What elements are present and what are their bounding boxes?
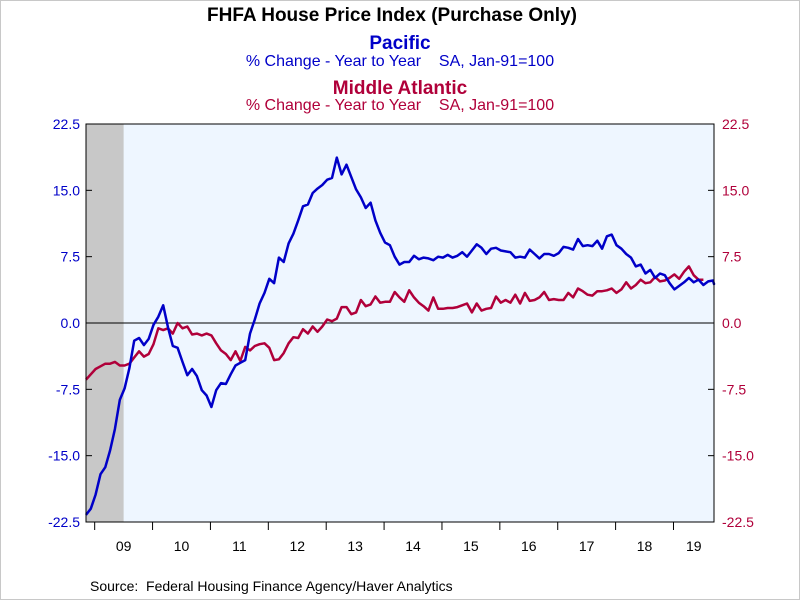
left-tick-label: -22.5 (48, 514, 80, 530)
series-2-name: Middle Atlantic (333, 78, 468, 99)
series-line-1 (85, 156, 716, 516)
x-tick-label: 12 (289, 538, 305, 554)
right-tick-label: 7.5 (722, 249, 742, 265)
left-tick-label: 0.0 (61, 315, 81, 331)
left-axis: 22.5 15.0 7.5 0.0 -7.5 -15.0 -22.5 (48, 116, 92, 530)
series-lines (85, 156, 716, 516)
right-tick-label: 0.0 (722, 315, 742, 331)
x-tick-label: 13 (347, 538, 363, 554)
left-tick-label: 22.5 (53, 116, 80, 132)
right-axis: 22.5 15.0 7.5 0.0 -7.5 -15.0 -22.5 (708, 116, 754, 530)
right-tick-label: -7.5 (722, 381, 746, 397)
left-tick-label: -7.5 (56, 381, 80, 397)
x-tick-label: 14 (405, 538, 421, 554)
source-note: Source: Federal Housing Finance Agency/H… (90, 578, 453, 594)
series-line-2 (85, 265, 704, 381)
x-tick-label: 15 (463, 538, 479, 554)
right-tick-label: 15.0 (722, 182, 749, 198)
series-2-subtitle: % Change - Year to Year SA, Jan-91=100 (246, 97, 554, 114)
x-tick-label: 10 (174, 538, 190, 554)
x-tick-label: 16 (521, 538, 537, 554)
left-tick-label: -15.0 (48, 448, 80, 464)
x-tick-label: 19 (686, 538, 702, 554)
x-tick-label: 09 (116, 538, 132, 554)
x-tick-label: 11 (232, 538, 247, 554)
x-tick-label: 18 (637, 538, 653, 554)
left-tick-label: 15.0 (53, 182, 80, 198)
chart-title: FHFA House Price Index (Purchase Only) (207, 5, 577, 26)
x-axis: 09 10 11 12 13 14 15 16 17 18 19 (94, 522, 702, 554)
series-1-name: Pacific (369, 33, 431, 54)
right-tick-label: 22.5 (722, 116, 749, 132)
x-tick-label: 17 (579, 538, 595, 554)
right-tick-label: -15.0 (722, 448, 754, 464)
series-1-subtitle: % Change - Year to Year SA, Jan-91=100 (246, 53, 554, 70)
left-tick-label: 7.5 (61, 249, 81, 265)
right-tick-label: -22.5 (722, 514, 754, 530)
